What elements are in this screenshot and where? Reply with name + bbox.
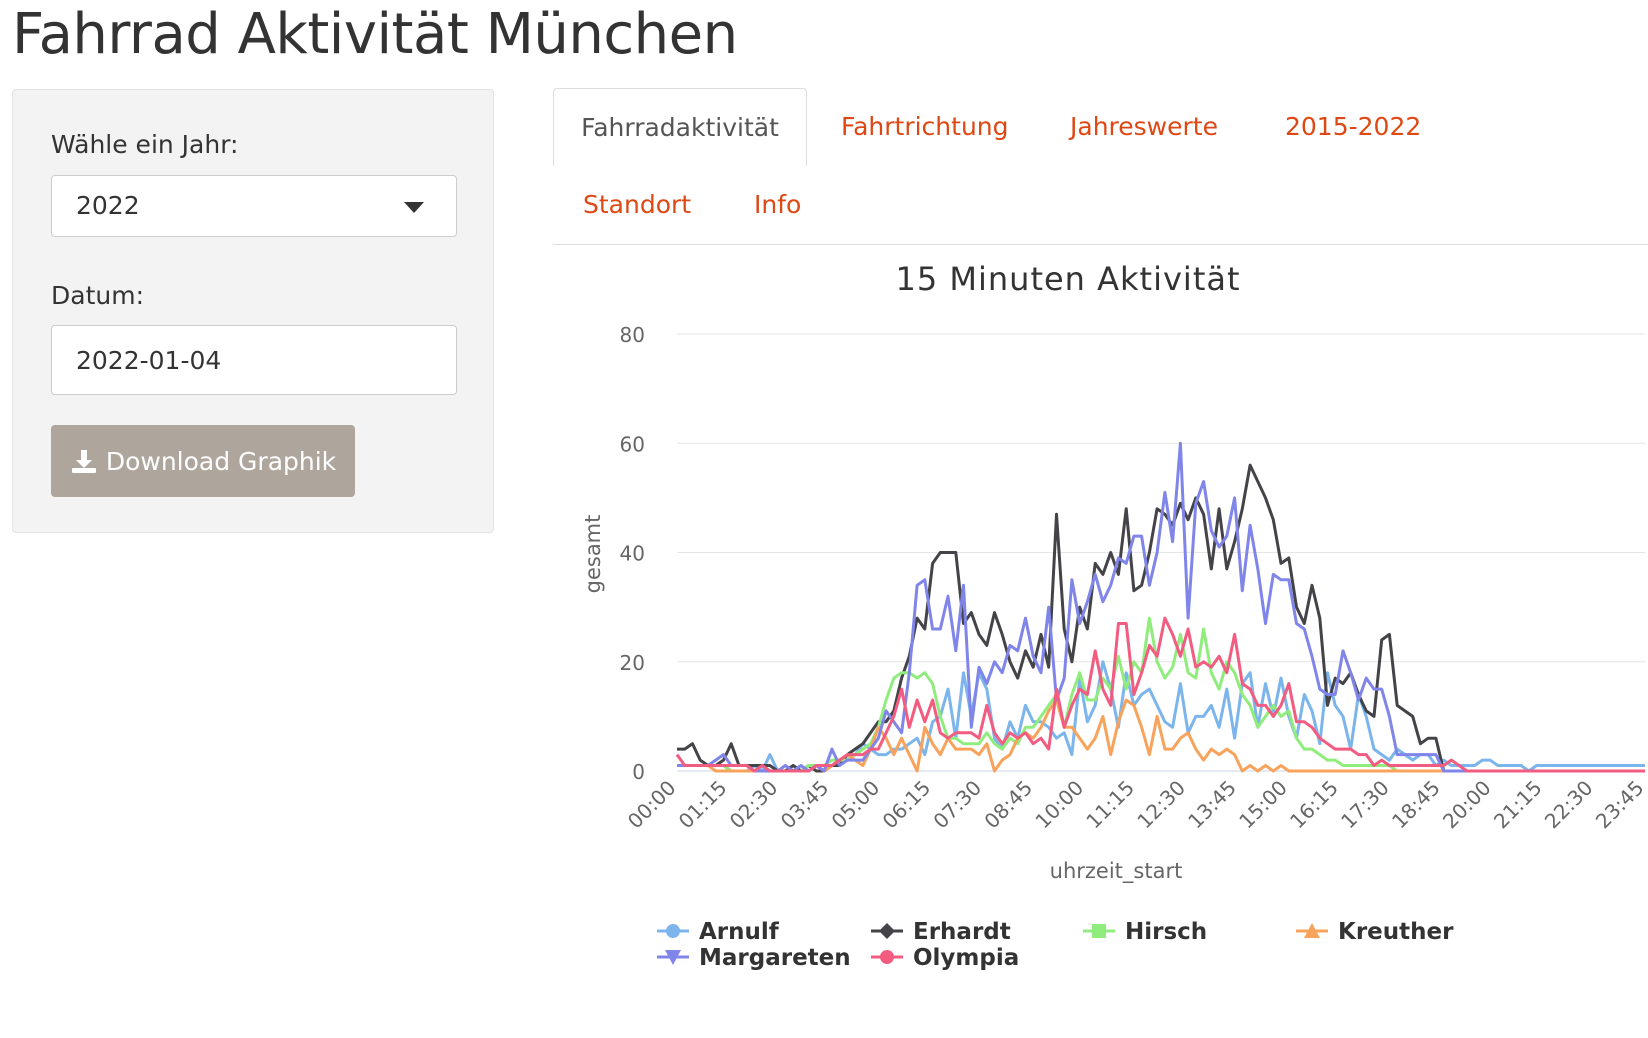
legend-item-kreuther[interactable]: Kreuther <box>1296 919 1454 945</box>
x-tick-label: 05:00 <box>827 776 885 834</box>
y-tick-label: 0 <box>632 760 645 784</box>
x-tick-label: 07:30 <box>928 776 986 834</box>
legend-marker <box>880 950 894 964</box>
legend-marker <box>1092 924 1106 938</box>
year-select-value: 2022 <box>76 191 140 220</box>
x-tick-label: 12:30 <box>1132 776 1190 834</box>
tab-2015-2022[interactable]: 2015-2022 <box>1285 112 1422 141</box>
activity-chart-svg: 15 Minuten Aktivität 0 20 40 60 80 00:0001:1… <box>581 260 1648 971</box>
caret-down-icon <box>404 202 424 213</box>
legend-label: Hirsch <box>1125 919 1207 945</box>
x-tick-label: 21:15 <box>1489 776 1547 834</box>
y-tick-label: 20 <box>620 651 645 675</box>
download-graphik-label: Download Graphik <box>105 446 337 476</box>
year-select[interactable]: 2022 <box>51 175 457 237</box>
legend-item-hirsch[interactable]: Hirsch <box>1083 919 1207 945</box>
activity-chart: 15 Minuten Aktivität 0 20 40 60 80 00:00 01:1… <box>553 245 1648 1034</box>
x-tick-label: 20:00 <box>1438 776 1496 834</box>
legend-label: Olympia <box>913 945 1019 971</box>
legend-label: Arnulf <box>699 919 780 945</box>
date-input[interactable] <box>51 325 457 395</box>
legend-item-arnulf[interactable]: Arnulf <box>657 919 780 945</box>
legend-label: Erhardt <box>913 919 1011 945</box>
legend-item-olympia[interactable]: Olympia <box>871 945 1019 971</box>
download-icon <box>70 447 98 475</box>
series-line-olympia[interactable] <box>675 616 1645 773</box>
x-tick-label: 01:15 <box>674 776 732 834</box>
legend-marker <box>666 924 680 938</box>
x-tick-label: 23:45 <box>1591 776 1648 834</box>
x-tick-label: 02:30 <box>725 776 783 834</box>
x-axis-label: uhrzeit_start <box>1050 859 1183 884</box>
x-tick-label: 03:45 <box>776 776 834 834</box>
tab-jahreswerte[interactable]: Jahreswerte <box>1070 112 1218 141</box>
x-tick-label: 00:00 <box>623 776 681 834</box>
sidebar-panel: Wähle ein Jahr: 2022 Datum: Download Gra… <box>12 89 494 533</box>
legend-label: Margareten <box>699 945 851 971</box>
tab-fahrradaktivitaet[interactable]: Fahrradaktivität <box>553 88 807 166</box>
legend-item-margareten[interactable]: Margareten <box>657 945 851 971</box>
legend-label: Kreuther <box>1338 919 1454 945</box>
chart-title: 15 Minuten Aktivität <box>895 260 1240 298</box>
x-tick-label: 16:15 <box>1285 776 1343 834</box>
y-tick-label: 40 <box>620 542 645 566</box>
series-line-arnulf[interactable] <box>677 660 1645 773</box>
x-tick-label: 15:00 <box>1234 776 1292 834</box>
legend-marker <box>665 950 681 965</box>
y-tick-label: 60 <box>620 432 645 456</box>
x-tick-label: 11:15 <box>1081 776 1139 834</box>
legend-item-erhardt[interactable]: Erhardt <box>871 919 1011 945</box>
x-tick-label: 08:45 <box>979 776 1037 834</box>
x-tick-label: 17:30 <box>1336 776 1394 834</box>
year-select-label: Wähle ein Jahr: <box>51 130 239 159</box>
series-line-margareten[interactable] <box>677 441 1645 773</box>
tab-fahrtrichtung[interactable]: Fahrtrichtung <box>841 112 1009 141</box>
legend-marker <box>1304 923 1320 938</box>
x-tick-label: 10:00 <box>1030 776 1088 834</box>
tab-bar: Fahrradaktivität Fahrtrichtung Jahreswer… <box>553 88 1648 245</box>
download-graphik-button[interactable]: Download Graphik <box>51 425 355 497</box>
legend-marker <box>879 923 895 939</box>
x-tick-label: 06:15 <box>878 776 936 834</box>
y-axis-label: gesamt <box>581 515 605 594</box>
date-input-label: Datum: <box>51 281 144 310</box>
x-tick-label: 13:45 <box>1183 776 1241 834</box>
x-tick-label: 18:45 <box>1387 776 1445 834</box>
tab-info[interactable]: Info <box>754 190 802 219</box>
page-title: Fahrrad Aktivität München <box>12 2 738 67</box>
y-tick-label: 80 <box>620 323 645 347</box>
tab-standort[interactable]: Standort <box>583 190 692 219</box>
x-tick-label: 22:30 <box>1540 776 1598 834</box>
